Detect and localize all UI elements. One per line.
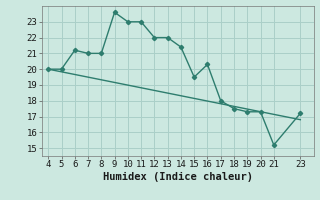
X-axis label: Humidex (Indice chaleur): Humidex (Indice chaleur) <box>103 172 252 182</box>
